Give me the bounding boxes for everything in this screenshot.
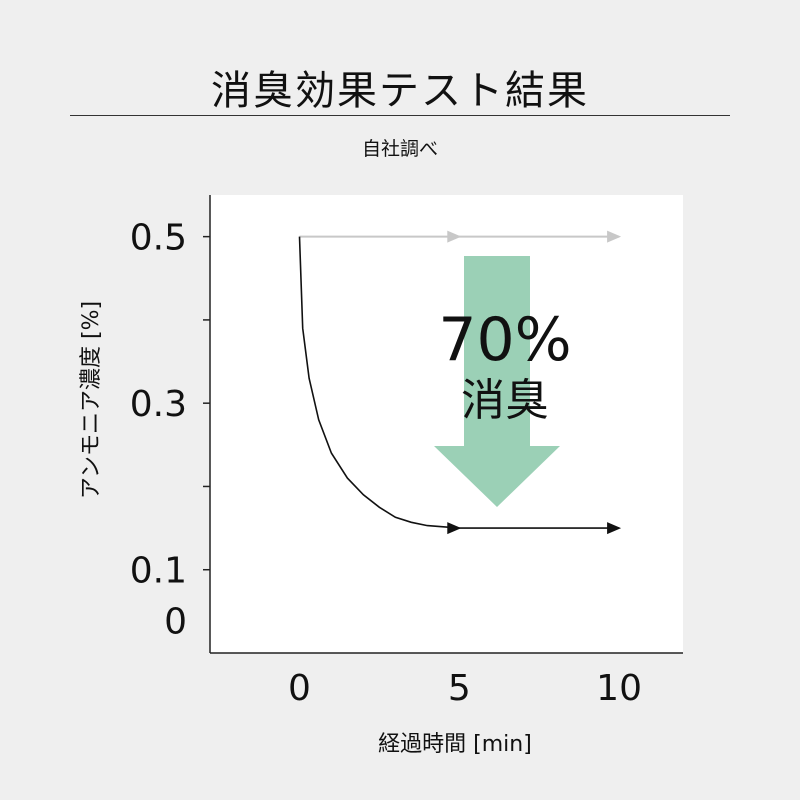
series-arrowhead-before [607,230,622,243]
series-arrowhead-after [607,522,622,535]
y-tick-label: 0.5 [130,218,187,259]
reduction-label: 消臭 [461,375,549,426]
x-tick-label: 10 [596,668,642,709]
y-tick-label: 0.1 [130,551,187,592]
y-axis-label: アンモニア濃度 [%] [79,301,104,499]
series-arrowhead-before [447,230,462,243]
page-title: 消臭効果テスト結果 [211,68,589,114]
x-axis-label: 経過時間 [min] [378,732,532,757]
y-tick-label: 0.3 [130,384,187,425]
reduction-arrow [434,256,560,507]
y-zero-label: 0 [164,601,187,642]
x-tick-label: 0 [288,668,311,709]
title-divider [70,115,730,116]
series-line-after [298,236,620,529]
series-arrowhead-after [447,522,462,535]
reduction-value: 70% [438,305,571,375]
x-tick-label: 5 [448,668,471,709]
page-subtitle: 自社調べ [361,138,438,160]
plot-area [210,195,683,653]
